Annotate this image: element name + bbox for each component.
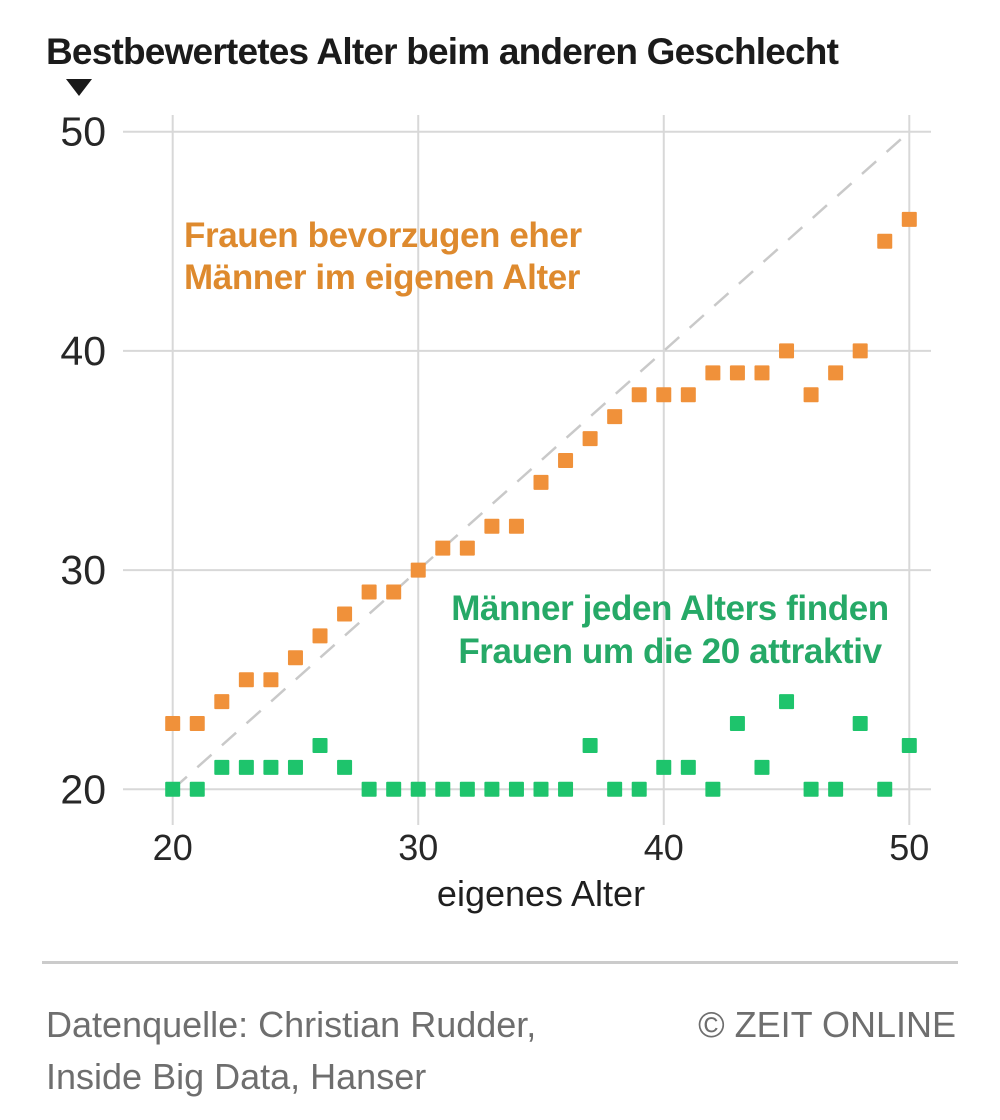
marker-frauen: [484, 518, 500, 534]
series-frauen: [165, 211, 917, 732]
marker-frauen: [337, 606, 353, 622]
marker-frauen: [386, 584, 402, 600]
annotation-women-line1: Frauen bevorzugen eher: [184, 216, 582, 255]
chart-layers: 20 30 40 50 50 40 30 20: [60, 109, 931, 868]
marker-frauen: [459, 540, 475, 556]
marker-frauen: [533, 474, 549, 490]
marker-maenner: [386, 781, 402, 797]
annotation-men-line1: Männer jeden Alters finden: [451, 589, 889, 628]
marker-frauen: [656, 387, 672, 403]
y-tick-label: 30: [60, 547, 106, 593]
marker-frauen: [631, 387, 647, 403]
marker-maenner: [337, 759, 353, 775]
data-source-line1: Datenquelle: Christian Rudder,: [46, 1004, 537, 1045]
marker-frauen: [214, 694, 230, 710]
marker-frauen: [287, 650, 303, 666]
x-tick-label: 20: [153, 827, 193, 868]
marker-frauen: [607, 409, 623, 425]
marker-frauen: [877, 233, 893, 249]
marker-maenner: [435, 781, 451, 797]
tick-labels: 20 30 40 50 50 40 30 20: [60, 109, 929, 868]
marker-maenner: [238, 759, 254, 775]
marker-maenner: [582, 737, 598, 753]
marker-maenner: [287, 759, 303, 775]
marker-maenner: [631, 781, 647, 797]
marker-maenner: [410, 781, 426, 797]
marker-frauen: [361, 584, 377, 600]
marker-maenner: [165, 781, 181, 797]
marker-maenner: [779, 694, 795, 710]
marker-maenner: [607, 781, 623, 797]
marker-frauen: [558, 453, 574, 468]
marker-frauen: [263, 672, 279, 688]
marker-frauen: [680, 387, 696, 403]
marker-maenner: [803, 781, 819, 797]
marker-maenner: [754, 759, 770, 775]
marker-maenner: [729, 716, 745, 732]
data-source: Datenquelle: Christian Rudder, Inside Bi…: [46, 999, 536, 1103]
marker-maenner: [877, 781, 893, 797]
x-tick-label: 30: [398, 827, 438, 868]
marker-maenner: [459, 781, 475, 797]
marker-maenner: [656, 759, 672, 775]
marker-frauen: [582, 431, 598, 447]
y-tick-label: 20: [60, 766, 106, 812]
marker-maenner: [828, 781, 844, 797]
marker-frauen: [852, 343, 868, 359]
x-tick-label: 40: [644, 827, 684, 868]
marker-maenner: [361, 781, 377, 797]
marker-maenner: [189, 781, 205, 797]
marker-frauen: [803, 387, 819, 403]
marker-maenner: [263, 759, 279, 775]
footer-divider: [42, 961, 958, 964]
marker-frauen: [729, 365, 745, 381]
marker-maenner: [214, 759, 230, 775]
marker-frauen: [435, 540, 451, 556]
copyright-label: © ZEIT ONLINE: [698, 1004, 956, 1045]
marker-frauen: [238, 672, 254, 688]
marker-frauen: [508, 518, 524, 534]
marker-frauen: [189, 716, 205, 732]
marker-frauen: [779, 343, 795, 359]
marker-maenner: [680, 759, 696, 775]
series-maenner: [165, 694, 917, 797]
annotation-men-line2: Frauen um die 20 attraktiv: [458, 632, 882, 671]
marker-maenner: [508, 781, 524, 797]
x-axis-title: eigenes Alter: [437, 873, 645, 914]
marker-frauen: [705, 365, 721, 381]
marker-frauen: [828, 365, 844, 381]
marker-frauen: [901, 211, 917, 227]
marker-maenner: [901, 737, 917, 753]
marker-maenner: [484, 781, 500, 797]
gridlines: [123, 115, 931, 825]
y-tick-label: 50: [60, 109, 106, 155]
marker-frauen: [410, 562, 426, 578]
annotation-women-line2: Männer im eigenen Alter: [184, 258, 581, 297]
marker-maenner: [705, 781, 721, 797]
y-tick-label: 40: [60, 328, 106, 374]
marker-frauen: [165, 716, 181, 732]
chart-title: Bestbewertetes Alter beim anderen Geschl…: [46, 31, 839, 72]
marker-frauen: [312, 628, 328, 644]
marker-maenner: [312, 737, 328, 753]
marker-maenner: [533, 781, 549, 797]
marker-maenner: [852, 716, 868, 732]
x-tick-label: 50: [889, 827, 929, 868]
y-axis-pointer-icon: [66, 79, 92, 96]
data-source-line2: Inside Big Data, Hanser: [46, 1056, 427, 1097]
marker-maenner: [558, 781, 574, 797]
marker-frauen: [754, 365, 770, 381]
